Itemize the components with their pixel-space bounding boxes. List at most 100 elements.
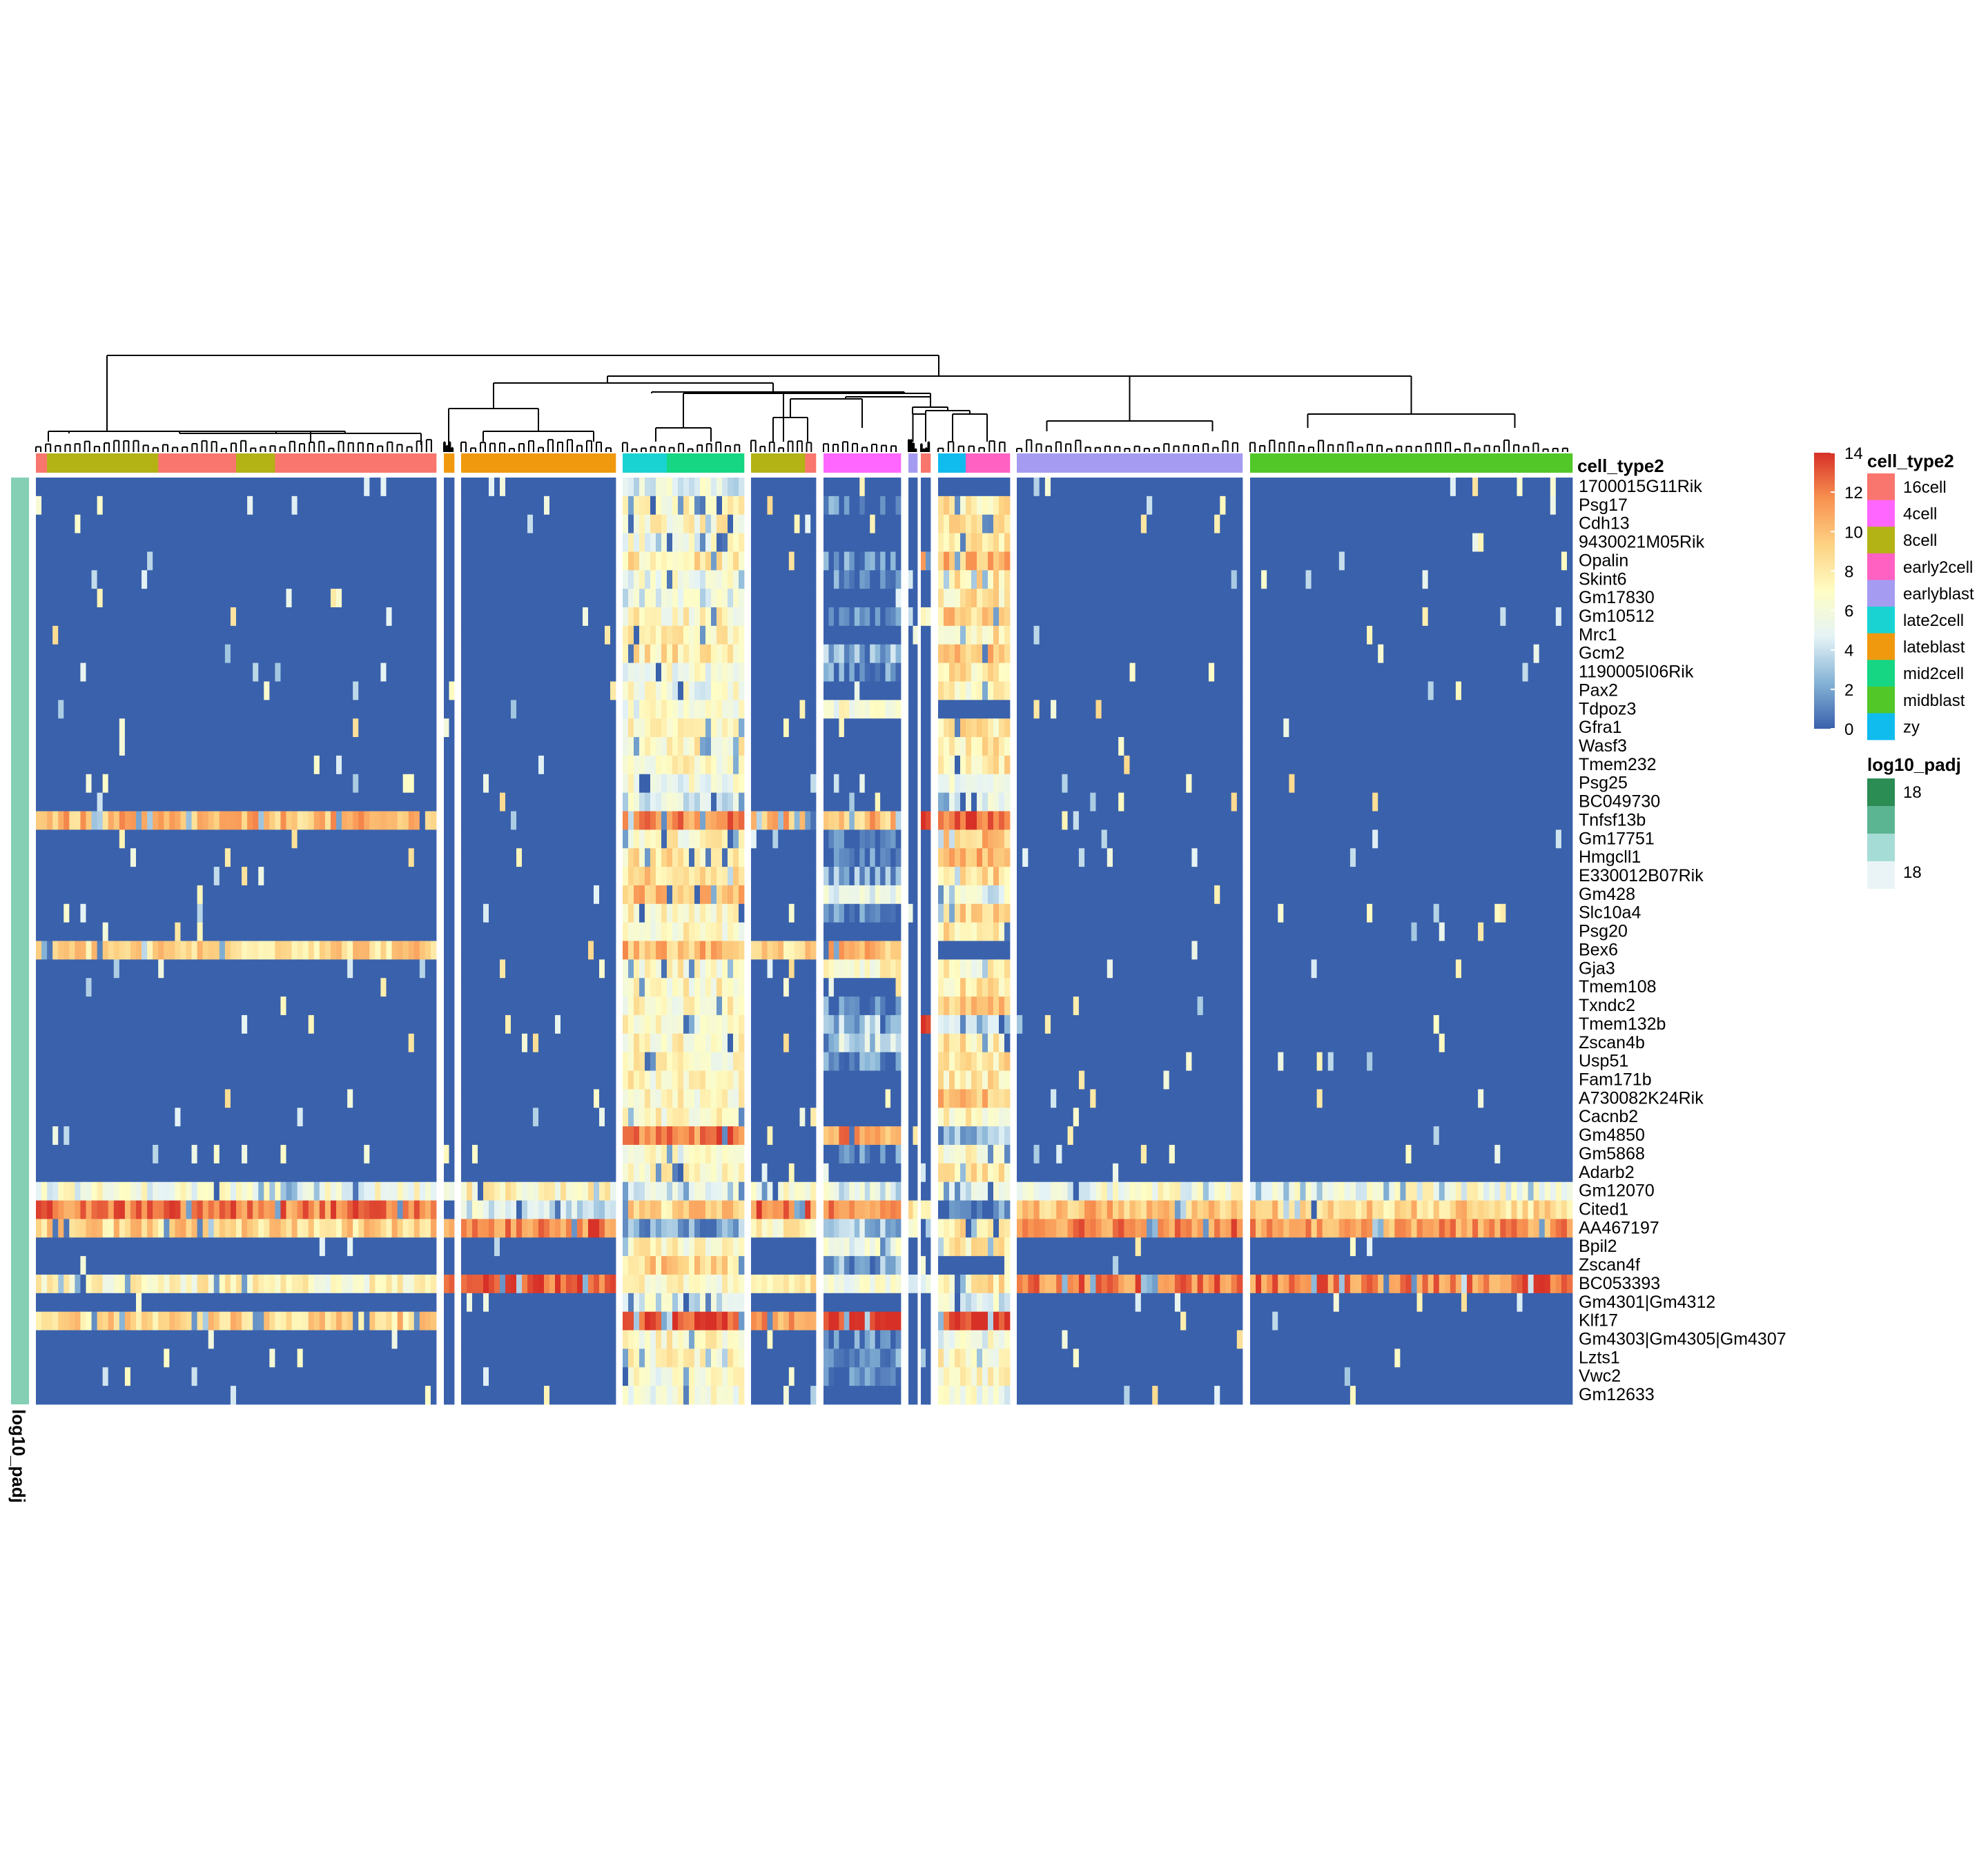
heatmap-cell [549,811,556,830]
heatmap-cell [472,737,478,756]
heatmap-cell [402,662,409,682]
heatmap-cell [108,1293,115,1313]
heatmap-cell [280,1014,286,1034]
heatmap-cell [102,718,109,738]
heatmap-cell [41,570,48,589]
heatmap-cell [408,478,415,497]
heatmap-cell [180,1163,186,1183]
heatmap-cell [330,1089,337,1108]
heatmap-cell [175,941,181,960]
heatmap-cell [264,997,270,1016]
heatmap-cell [347,1330,353,1349]
heatmap-cell [588,903,594,923]
heatmap-cell [136,941,142,960]
heatmap-cell [308,1126,315,1146]
heatmap-cell [397,1219,404,1238]
heatmap-cell [577,607,583,627]
heatmap-cell [180,478,186,497]
heatmap-cell [269,1181,275,1201]
heatmap-cell [319,644,326,663]
heatmap-cell [610,681,616,700]
heatmap-cell [430,1237,437,1257]
heatmap-cell [588,514,594,533]
heatmap-cell [180,997,186,1016]
heatmap-cell [297,1237,304,1257]
heatmap-cell [527,478,534,497]
heatmap-cell [147,1144,153,1164]
heatmap-cell [588,662,594,682]
heatmap-cell [102,867,109,886]
heatmap-cell [588,681,594,700]
heatmap-cell [449,1033,455,1053]
heatmap-cell [336,941,342,960]
heatmap-cell [219,1219,226,1238]
heatmap-cell [347,514,353,533]
heatmap-cell [52,1311,59,1331]
heatmap-cell [202,718,209,738]
heatmap-cell [391,533,398,552]
heatmap-cell [136,737,142,756]
heatmap-cell [130,607,137,627]
heatmap-cell [242,533,248,552]
heatmap-cell [41,755,48,775]
heatmap-cell [102,1108,109,1127]
heatmap-cell [130,978,137,997]
heatmap-cell [444,978,449,997]
heatmap-cell [308,478,315,497]
heatmap-cell [169,551,175,571]
heatmap-cell [291,1256,298,1275]
heatmap-cell [258,755,264,775]
heatmap-cell [253,1089,259,1108]
heatmap-cell [561,941,567,960]
heatmap-cell [186,1367,192,1386]
heatmap-cell [41,644,48,663]
heatmap-cell [594,922,600,941]
heatmap-cell [202,1348,209,1368]
heatmap-cell [319,922,326,941]
heatmap-cell [64,755,70,775]
heatmap-cell [386,662,392,682]
heatmap-cell [397,885,404,905]
heatmap-cell [527,700,534,719]
heatmap-cell [413,1330,420,1349]
heatmap-cell [213,514,220,533]
heatmap-cell [213,1237,220,1257]
heatmap-cell [269,1126,275,1146]
heatmap-cell [41,903,48,923]
heatmap-cell [158,644,164,663]
heatmap-cell [58,644,64,663]
heatmap-cell [224,1014,231,1034]
heatmap-cell [253,903,259,923]
heatmap-cell [247,1089,253,1108]
heatmap-cell [380,533,387,552]
heatmap-cell [425,1144,431,1164]
heatmap-cell [375,551,381,571]
heatmap-cell [336,1089,342,1108]
heatmap-cell [208,755,215,775]
heatmap-cell [280,1311,286,1331]
heatmap-cell [224,1108,231,1127]
heatmap-cell [319,1293,326,1313]
heatmap-cell [102,1089,109,1108]
heatmap-cell [169,1108,175,1127]
heatmap-cell [402,922,409,941]
heatmap-cell [449,1367,455,1386]
heatmap-cell [108,1311,115,1331]
heatmap-cell [419,1237,426,1257]
heatmap-cell [258,1256,264,1275]
heatmap-cell [264,978,270,997]
heatmap-cell [308,867,315,886]
heatmap-cell [505,755,511,775]
heatmap-cell [380,1089,387,1108]
heatmap-cell [369,903,376,923]
heatmap-cell [419,625,426,645]
heatmap-cell [599,867,605,886]
heatmap-cell [413,1386,420,1405]
heatmap-cell [208,514,215,533]
heatmap-cell [330,478,337,497]
heatmap-cell [186,1163,192,1183]
heatmap-cell [319,718,326,738]
heatmap-cell [313,1219,320,1238]
heatmap-cell [253,1274,259,1294]
heatmap-cell [527,848,534,867]
